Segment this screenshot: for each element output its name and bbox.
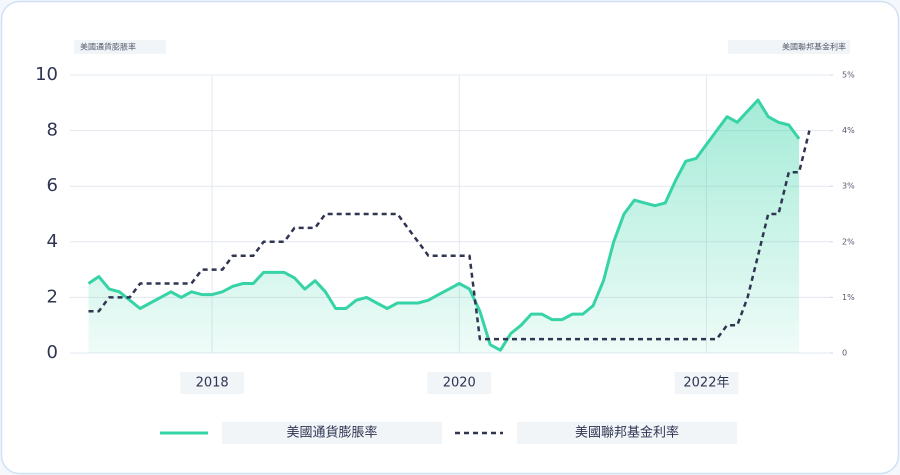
x-tick-label: 2018 bbox=[196, 376, 229, 391]
y2-tick-label: 0 bbox=[842, 349, 847, 358]
x-tick-label: 2020 bbox=[443, 376, 476, 391]
y-tick-label: 2 bbox=[47, 286, 58, 307]
x-tick-box bbox=[427, 372, 492, 394]
y-tick-label: 10 bbox=[35, 64, 58, 85]
y-tick-label: 8 bbox=[47, 120, 58, 141]
label-box bbox=[728, 40, 850, 54]
area bbox=[88, 100, 800, 353]
x-tick-box bbox=[674, 372, 739, 394]
y-axis-label: 美國通貨膨脹率 bbox=[80, 42, 136, 52]
x-tick-box bbox=[180, 372, 245, 394]
label-box bbox=[74, 40, 166, 54]
y2-tick-label: 3% bbox=[842, 182, 855, 191]
series-line bbox=[87, 98, 801, 352]
y2-tick-label: 5% bbox=[842, 71, 855, 80]
y2-tick-label: 2% bbox=[842, 237, 855, 246]
legend-label: 美國聯邦基金利率 bbox=[575, 425, 679, 441]
y-tick-label: 4 bbox=[47, 231, 58, 252]
y2-tick-label: 4% bbox=[842, 126, 855, 135]
x-tick-label: 2022年 bbox=[683, 376, 729, 391]
y-tick-label: 0 bbox=[47, 342, 58, 363]
y2-axis-label: 美國聯邦基金利率 bbox=[782, 42, 846, 52]
y-tick-label: 6 bbox=[47, 175, 58, 196]
y2-tick-label: 1% bbox=[842, 293, 855, 302]
legend-box bbox=[517, 422, 737, 444]
legend-box bbox=[222, 422, 442, 444]
legend-label: 美國通貨膨脹率 bbox=[286, 425, 377, 441]
